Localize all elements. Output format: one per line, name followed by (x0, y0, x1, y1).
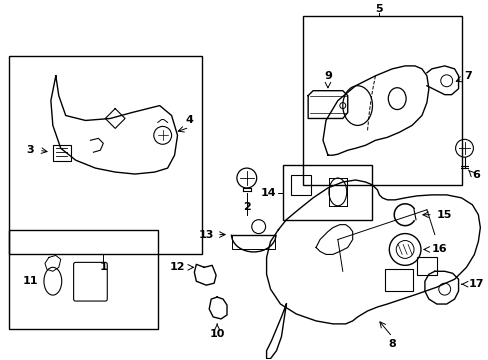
Bar (9, 56, 202, 255)
Text: 14: 14 (260, 188, 276, 198)
Text: 12: 12 (170, 262, 185, 272)
Text: 2: 2 (243, 202, 250, 212)
Text: 5: 5 (375, 4, 383, 14)
Text: 9: 9 (324, 71, 331, 81)
Bar (283, 165, 372, 220)
Bar (231, 235, 275, 249)
Text: 3: 3 (26, 145, 34, 155)
Bar (303, 16, 461, 185)
Text: 4: 4 (185, 116, 193, 126)
Text: 6: 6 (471, 170, 479, 180)
Text: 11: 11 (23, 276, 39, 286)
Text: 15: 15 (436, 210, 451, 220)
Bar (416, 257, 436, 275)
Bar (385, 269, 412, 291)
Bar (291, 175, 310, 195)
Text: 8: 8 (387, 339, 395, 349)
Text: 7: 7 (464, 71, 471, 81)
Text: 16: 16 (431, 244, 447, 255)
Text: 13: 13 (198, 230, 214, 239)
Text: 1: 1 (99, 262, 107, 272)
Text: 10: 10 (209, 329, 224, 339)
Bar (9, 230, 158, 329)
Bar (53, 145, 70, 161)
Text: 17: 17 (468, 279, 483, 289)
